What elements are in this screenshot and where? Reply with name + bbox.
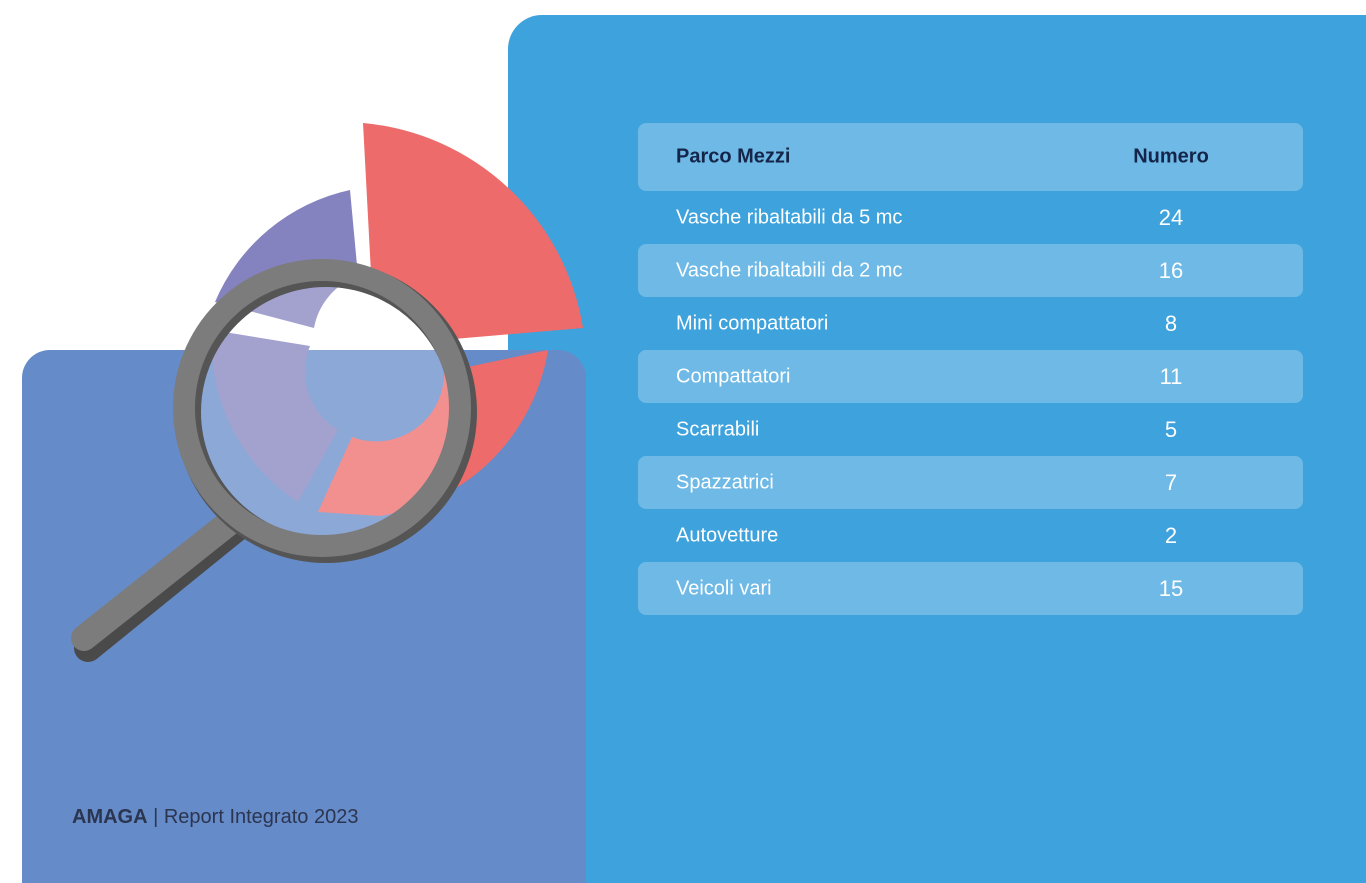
footer: AMAGA | Report Integrato 2023 [72, 806, 358, 829]
brand: AMAGA [72, 806, 148, 828]
table-row: Compattatori 11 [638, 350, 1303, 403]
row-label: Vasche ribaltabili da 2 mc [676, 259, 903, 281]
row-label: Spazzatrici [676, 471, 774, 493]
table-row: Mini compattatori 8 [676, 310, 1178, 336]
lens-rim [173, 259, 471, 557]
row-label: Scarrabili [676, 418, 760, 440]
illustration [71, 123, 583, 662]
table-row: Scarrabili 5 [676, 416, 1178, 442]
table-row: Autovetture 2 [676, 522, 1178, 548]
pie-piece [318, 350, 548, 516]
blue-panel [508, 15, 1366, 883]
row-label: Mini compattatori [676, 312, 829, 334]
table-row: Spazzatrici 7 [638, 456, 1303, 509]
table: Parco Mezzi Numero Vasche ribaltabili da 5… [638, 123, 1303, 615]
pie-piece [363, 123, 583, 340]
table-row: Veicoli vari 15 [638, 562, 1303, 615]
row-label: Compattatori [676, 365, 791, 387]
row-label: Vasche ribaltabili da 5 mc [676, 206, 903, 228]
row-label: Autovetture [676, 524, 779, 546]
row-label: Veicoli vari [676, 577, 772, 599]
handle [71, 509, 243, 651]
header-cell: Parco Mezzi [676, 145, 791, 168]
pie-piece [211, 330, 338, 502]
table-row: Vasche ribaltabili da 2 mc 16 [638, 244, 1303, 297]
header-row: Parco Mezzi Numero [638, 123, 1303, 191]
table-row: Vasche ribaltabili da 5 mc 24 [676, 204, 1184, 230]
footer-text: | Report Integrato 2023 [153, 806, 359, 828]
